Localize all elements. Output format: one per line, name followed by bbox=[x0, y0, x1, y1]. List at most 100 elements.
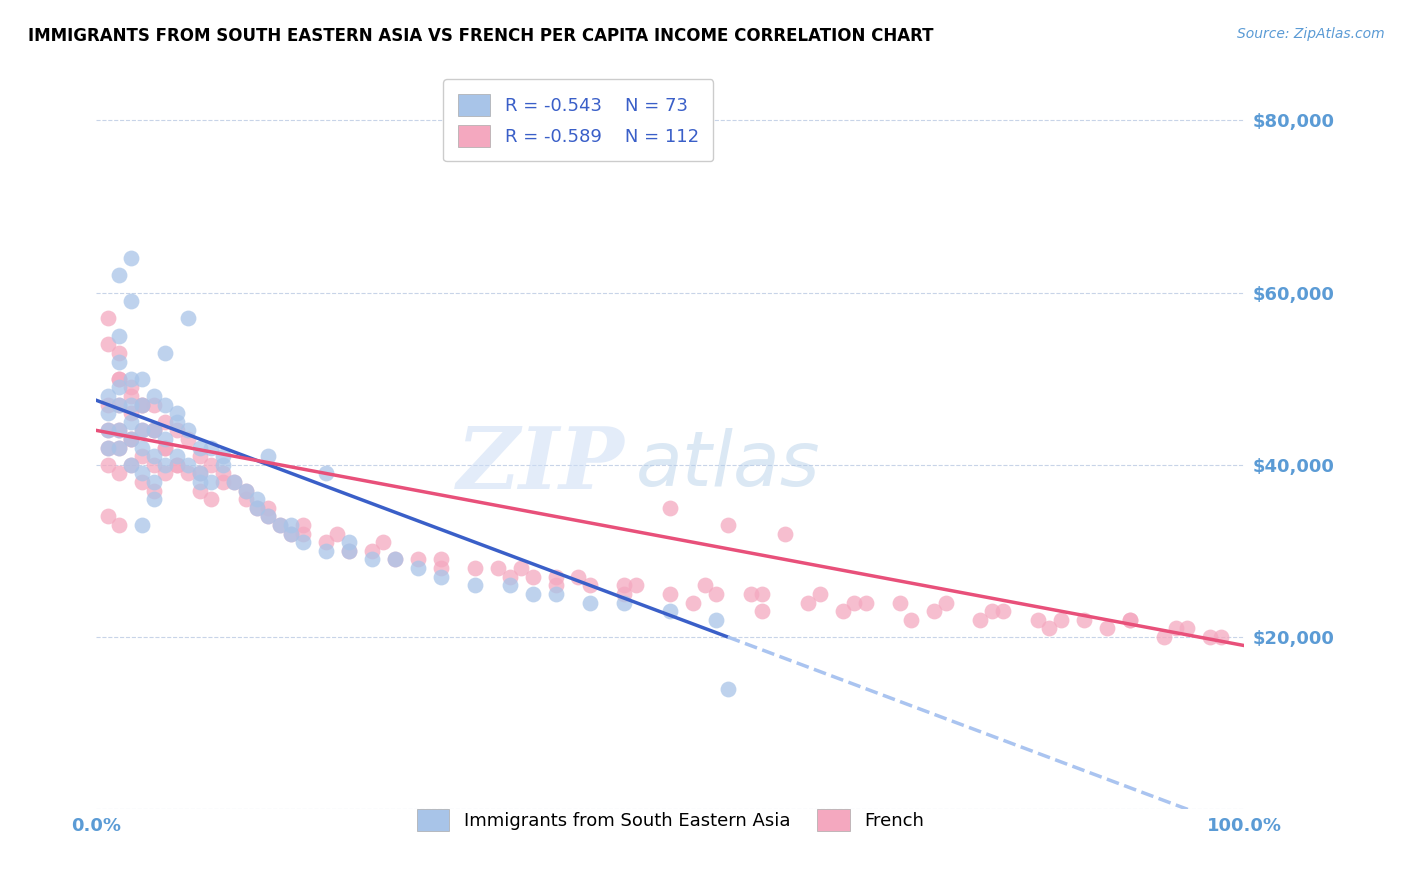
Point bbox=[120, 432, 142, 446]
Point bbox=[579, 595, 602, 609]
Point bbox=[740, 587, 762, 601]
Point bbox=[257, 449, 280, 463]
Point bbox=[246, 492, 269, 507]
Point bbox=[153, 441, 176, 455]
Point bbox=[177, 423, 200, 437]
Text: ZIP: ZIP bbox=[457, 424, 624, 507]
Point bbox=[200, 492, 222, 507]
Point bbox=[659, 587, 682, 601]
Point bbox=[211, 449, 233, 463]
Point bbox=[1118, 613, 1140, 627]
Point bbox=[1073, 613, 1095, 627]
Point bbox=[246, 500, 269, 515]
Point bbox=[510, 561, 533, 575]
Point bbox=[153, 432, 176, 446]
Point bbox=[166, 415, 188, 429]
Point bbox=[166, 449, 188, 463]
Point bbox=[1164, 621, 1187, 635]
Point bbox=[177, 311, 200, 326]
Point bbox=[889, 595, 911, 609]
Point bbox=[97, 509, 120, 524]
Point bbox=[188, 441, 211, 455]
Point bbox=[166, 406, 188, 420]
Point bbox=[291, 535, 314, 549]
Point bbox=[280, 518, 302, 533]
Point bbox=[1199, 630, 1222, 644]
Point bbox=[360, 544, 382, 558]
Point bbox=[659, 500, 682, 515]
Point bbox=[153, 346, 176, 360]
Point bbox=[222, 475, 245, 489]
Point bbox=[166, 458, 188, 472]
Point bbox=[1118, 613, 1140, 627]
Point bbox=[188, 467, 211, 481]
Point bbox=[337, 544, 360, 558]
Point bbox=[97, 423, 120, 437]
Point bbox=[567, 570, 589, 584]
Point bbox=[97, 337, 120, 351]
Point bbox=[177, 458, 200, 472]
Point bbox=[153, 467, 176, 481]
Point bbox=[522, 570, 544, 584]
Point bbox=[235, 483, 257, 498]
Point bbox=[773, 526, 796, 541]
Point bbox=[131, 441, 153, 455]
Point bbox=[97, 406, 120, 420]
Point bbox=[120, 406, 142, 420]
Point bbox=[97, 398, 120, 412]
Point bbox=[177, 432, 200, 446]
Point bbox=[142, 492, 165, 507]
Point bbox=[682, 595, 704, 609]
Point bbox=[373, 535, 395, 549]
Point bbox=[142, 423, 165, 437]
Point bbox=[108, 372, 131, 386]
Point bbox=[108, 441, 131, 455]
Point bbox=[1211, 630, 1233, 644]
Point bbox=[980, 604, 1002, 618]
Point bbox=[131, 398, 153, 412]
Point bbox=[1095, 621, 1118, 635]
Point bbox=[1175, 621, 1198, 635]
Point bbox=[522, 587, 544, 601]
Text: Source: ZipAtlas.com: Source: ZipAtlas.com bbox=[1237, 27, 1385, 41]
Point bbox=[142, 423, 165, 437]
Point bbox=[97, 423, 120, 437]
Point bbox=[1049, 613, 1071, 627]
Point bbox=[1153, 630, 1175, 644]
Point bbox=[717, 518, 740, 533]
Point bbox=[291, 518, 314, 533]
Point bbox=[269, 518, 291, 533]
Point bbox=[315, 467, 337, 481]
Point bbox=[797, 595, 820, 609]
Point bbox=[108, 518, 131, 533]
Point bbox=[269, 518, 291, 533]
Point bbox=[153, 441, 176, 455]
Point bbox=[613, 578, 636, 592]
Point bbox=[142, 389, 165, 403]
Point bbox=[337, 535, 360, 549]
Point bbox=[142, 483, 165, 498]
Point bbox=[120, 458, 142, 472]
Point bbox=[544, 570, 567, 584]
Point bbox=[211, 467, 233, 481]
Point bbox=[429, 552, 451, 566]
Point bbox=[120, 398, 142, 412]
Point bbox=[315, 535, 337, 549]
Point bbox=[120, 458, 142, 472]
Point bbox=[486, 561, 509, 575]
Point bbox=[108, 423, 131, 437]
Point bbox=[900, 613, 922, 627]
Point bbox=[337, 544, 360, 558]
Point bbox=[108, 398, 131, 412]
Point bbox=[257, 509, 280, 524]
Point bbox=[326, 526, 349, 541]
Point bbox=[855, 595, 877, 609]
Point bbox=[280, 526, 302, 541]
Point bbox=[257, 509, 280, 524]
Point bbox=[384, 552, 406, 566]
Point bbox=[751, 604, 773, 618]
Point bbox=[120, 372, 142, 386]
Point bbox=[429, 561, 451, 575]
Point bbox=[200, 475, 222, 489]
Point bbox=[200, 458, 222, 472]
